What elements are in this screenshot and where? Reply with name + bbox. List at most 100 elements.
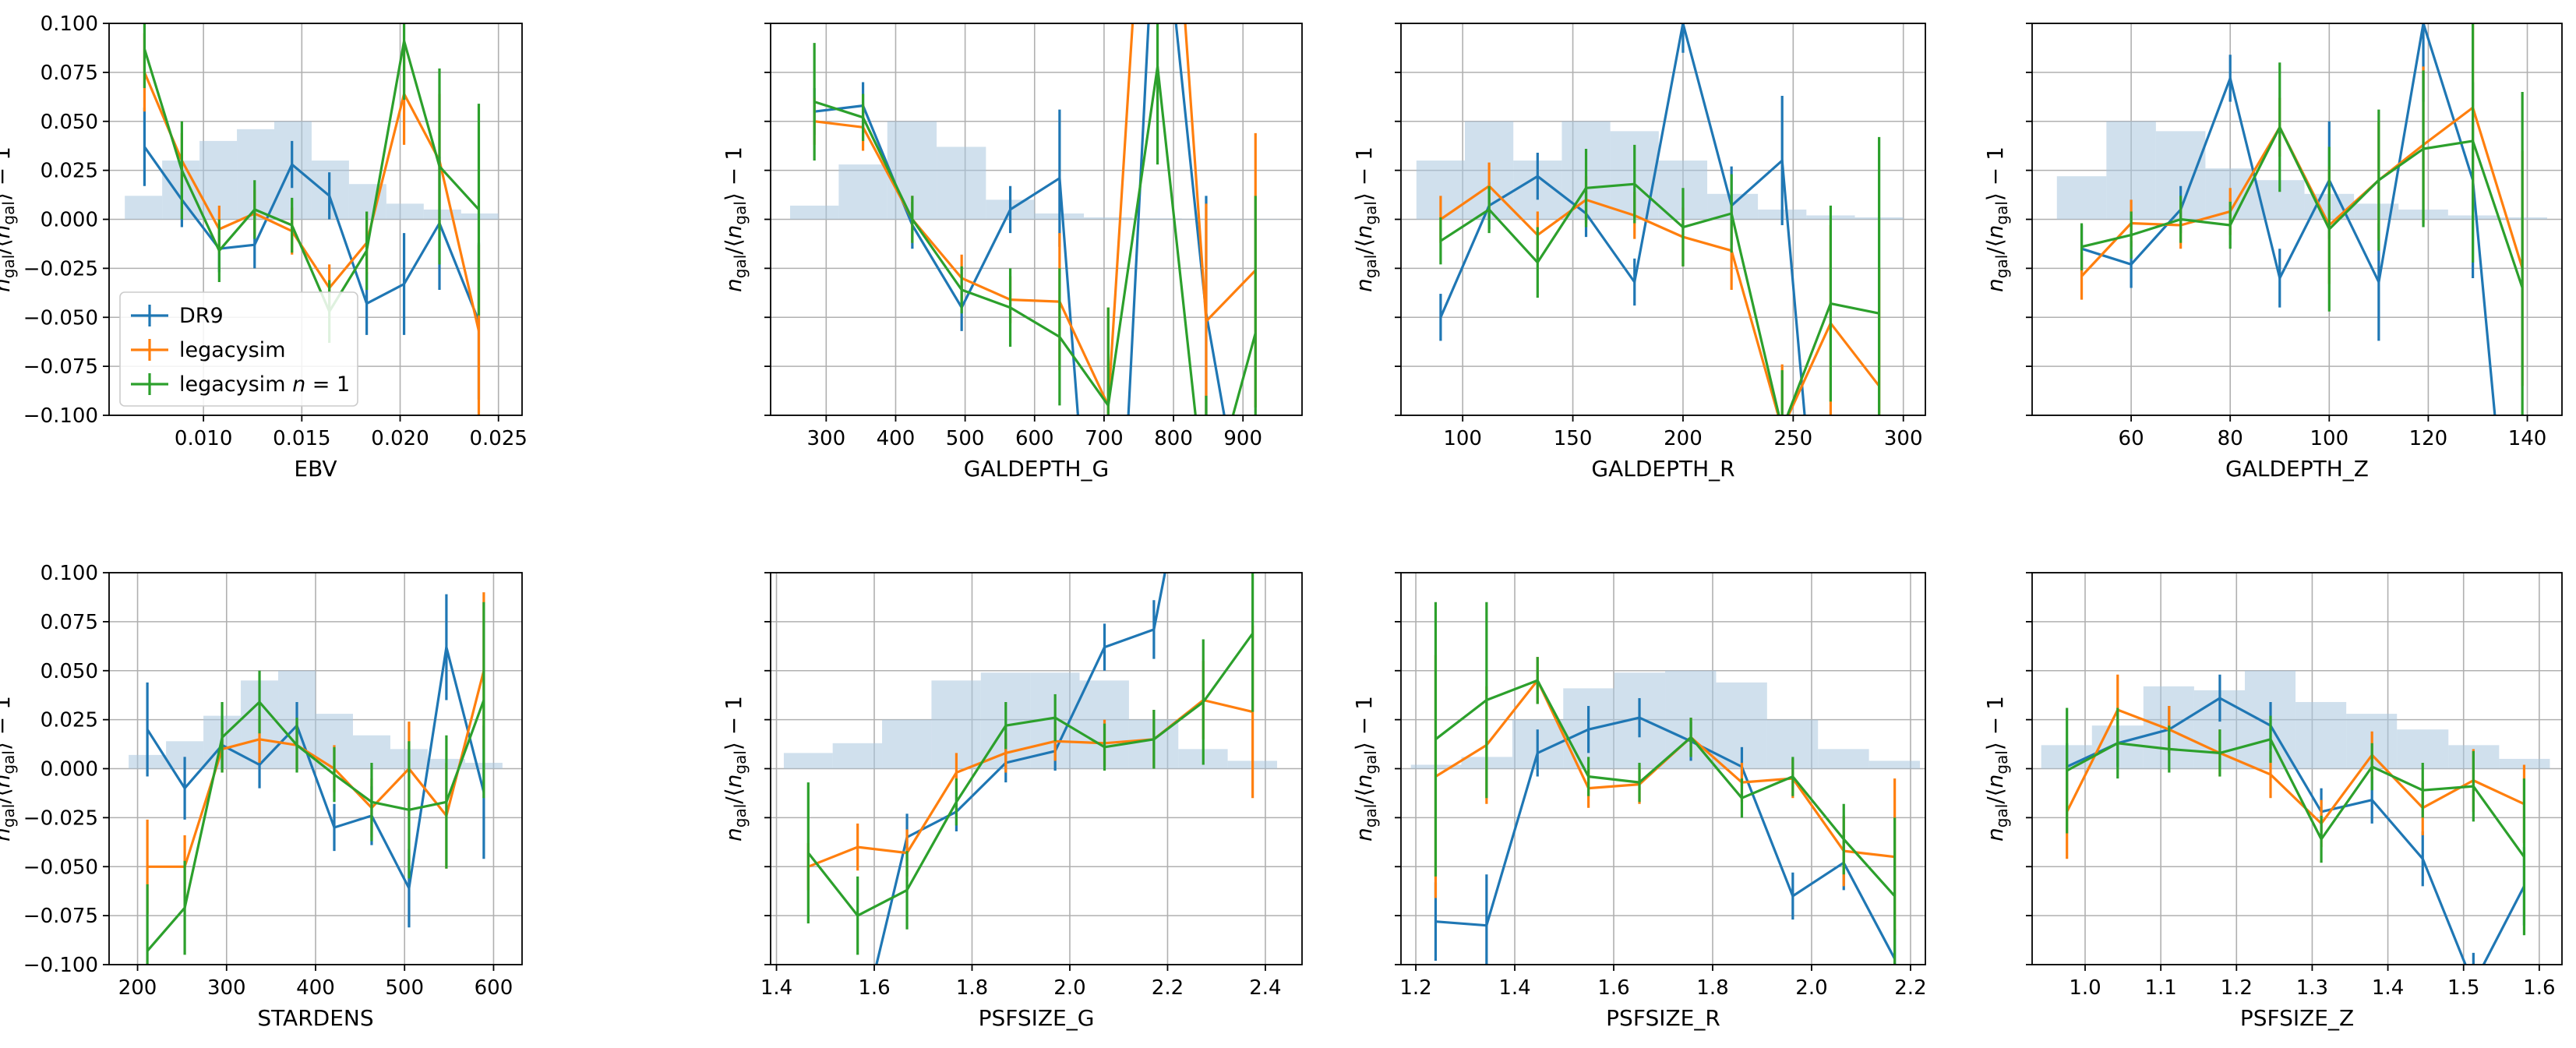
legend-entry-label: DR9 (179, 304, 224, 328)
x-tick-label: 100 (1443, 427, 1482, 450)
panel-psfsize_g: 1.4 1.6 1.8 2.0 2.2 2.4 PSFSIZE_G ngal/⟨ngal⟩ −… (721, 572, 1303, 1031)
series-line-dr9 (1435, 716, 1897, 960)
y-axis-label: ngal/⟨ngal⟩ − 1 (1351, 146, 1380, 292)
y-tick-label: 0.000 (41, 209, 98, 232)
histogram-bar (2397, 729, 2449, 769)
x-tick-label: 1.4 (760, 976, 792, 1000)
series-line-legacysim-n-1 (1434, 679, 1896, 898)
x-tick-label: 1.2 (1399, 976, 1431, 1000)
x-tick-label: 1.6 (1597, 976, 1629, 1000)
x-tick-label: 1.2 (2221, 976, 2253, 1000)
histogram-bar (1132, 218, 1182, 220)
histogram-bar (2354, 203, 2399, 220)
series-group (146, 592, 485, 965)
y-tick-label: 0.100 (41, 562, 98, 585)
series-line-legacysim-n-1 (146, 699, 485, 952)
x-tick-label: 1.4 (2372, 976, 2404, 1000)
x-tick-label: 600 (1015, 427, 1054, 450)
series-group (2066, 674, 2526, 965)
x-tick-label: 300 (1884, 427, 1923, 450)
series-line-legacysim (2066, 708, 2525, 825)
legend-box (119, 291, 358, 407)
histogram-bar (423, 209, 461, 220)
x-tick-label: 300 (207, 976, 246, 1000)
y-tick-label: −0.100 (23, 404, 98, 428)
x-axis-label: EBV (294, 456, 337, 482)
y-tick-label: −0.100 (23, 954, 98, 977)
x-tick-label: 1.4 (1498, 976, 1530, 1000)
series-line-dr9 (875, 573, 1166, 965)
y-axis-label: ngal/⟨ngal⟩ − 1 (1982, 696, 2011, 842)
y-tick-label: −0.025 (23, 806, 98, 830)
series-line-legacysim-n-1 (1440, 182, 1879, 415)
panel-stardens: 200 300 400 500 600 STARDENS −0.100 −0.075 −0.05… (0, 562, 523, 1031)
histogram-bar (2056, 176, 2107, 220)
y-tick-label: 0.050 (41, 660, 98, 683)
series-line-dr9 (814, 23, 1226, 415)
panel-galdepth_g: 300 400 500 600 700 800 900 GALDEPTH_G ngal/⟨nga… (721, 23, 1303, 482)
x-axis-label: PSFSIZE_G (979, 1005, 1095, 1031)
histogram-bar (783, 753, 833, 769)
histogram-bar (838, 164, 887, 220)
panel-galdepth_r: 100 150 200 250 300 GALDEPTH_R ngal/⟨ngal⟩ − 1 (1351, 23, 1926, 482)
series-line-legacysim (814, 23, 1257, 408)
y-axis-label: ngal/⟨ngal⟩ − 1 (721, 146, 750, 292)
x-tick-label: 700 (1085, 427, 1124, 450)
x-axis-label: GALDEPTH_G (964, 456, 1109, 482)
x-tick-label: 250 (1774, 427, 1813, 450)
x-axis-label: GALDEPTH_Z (2225, 456, 2369, 482)
y-tick-label: −0.050 (23, 856, 98, 879)
x-tick-label: 150 (1554, 427, 1593, 450)
histogram-bar (937, 146, 986, 220)
x-tick-label: 0.010 (175, 427, 232, 450)
y-tick-label: 0.100 (41, 12, 98, 36)
x-tick-label: 120 (2409, 427, 2448, 450)
histogram-bar (789, 205, 839, 220)
histogram-bar (1818, 749, 1869, 769)
x-tick-label: 200 (1664, 427, 1703, 450)
series-group (813, 23, 1257, 415)
errorbars-legacysim-n-1 (2080, 23, 2524, 415)
histogram-bar (1868, 760, 1921, 769)
series-group (2080, 23, 2524, 415)
x-tick-label: 60 (2119, 427, 2144, 450)
x-tick-label: 0.020 (371, 427, 429, 450)
x-tick-label: 400 (877, 427, 916, 450)
legend: DR9 legacysim legacysim n = 1 (119, 291, 358, 407)
series-line-dr9 (143, 146, 480, 322)
x-tick-label: 200 (118, 976, 157, 1000)
histogram-bar (2499, 758, 2550, 769)
x-axis-label: GALDEPTH_R (1591, 456, 1734, 482)
x-tick-label: 1.3 (2296, 976, 2328, 1000)
y-tick-label: −0.050 (23, 306, 98, 330)
x-tick-label: 1.0 (2069, 976, 2101, 1000)
x-tick-label: 140 (2508, 427, 2547, 450)
y-tick-label: 0.050 (41, 111, 98, 134)
series-group (1434, 602, 1897, 965)
y-tick-label: −0.075 (23, 355, 98, 379)
series-line-legacysim-n-1 (807, 633, 1254, 917)
x-tick-label: 2.2 (1152, 976, 1184, 1000)
series-line-legacysim-n-1 (2066, 738, 2525, 858)
x-tick-label: 1.6 (2523, 976, 2555, 1000)
errorbars-legacysim-n-1 (1434, 602, 1897, 965)
series-line-legacysim-n-1 (143, 39, 480, 313)
y-axis-label: ngal/⟨ngal⟩ − 1 (721, 696, 750, 842)
histogram-bar (1084, 217, 1133, 220)
y-tick-label: 0.025 (41, 709, 98, 732)
y-tick-label: −0.025 (23, 257, 98, 281)
series-line-dr9 (2066, 697, 2525, 965)
x-tick-label: 300 (807, 427, 846, 450)
y-tick-label: −0.075 (23, 905, 98, 928)
series-group (1439, 23, 1881, 415)
y-axis-label: ngal/⟨ngal⟩ − 1 (1982, 146, 2011, 292)
series-line-dr9 (1439, 23, 1806, 415)
x-axis-label: PSFSIZE_R (1606, 1005, 1720, 1031)
series-group (806, 573, 1254, 965)
x-axis-label: PSFSIZE_Z (2240, 1005, 2354, 1031)
x-tick-label: 100 (2310, 427, 2348, 450)
x-tick-label: 500 (946, 427, 985, 450)
y-tick-label: 0.000 (41, 758, 98, 782)
series-line-legacysim-n-1 (2081, 125, 2524, 289)
series-line-legacysim (143, 72, 481, 332)
